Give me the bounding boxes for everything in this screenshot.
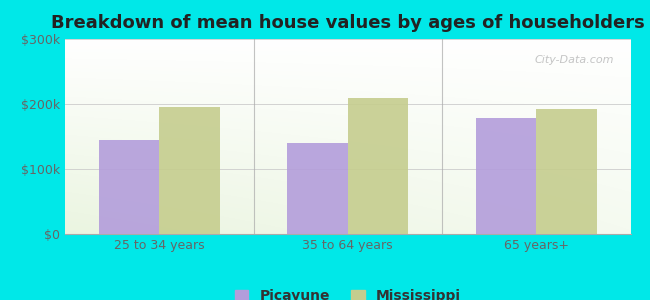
- Bar: [536, 109, 597, 234]
- Bar: [348, 98, 408, 234]
- Text: City-Data.com: City-Data.com: [534, 55, 614, 64]
- Bar: [287, 143, 348, 234]
- Bar: [476, 118, 536, 234]
- Bar: [99, 140, 159, 234]
- Legend: Picayune, Mississippi: Picayune, Mississippi: [229, 284, 467, 300]
- Title: Breakdown of mean house values by ages of householders: Breakdown of mean house values by ages o…: [51, 14, 645, 32]
- Bar: [159, 107, 220, 234]
